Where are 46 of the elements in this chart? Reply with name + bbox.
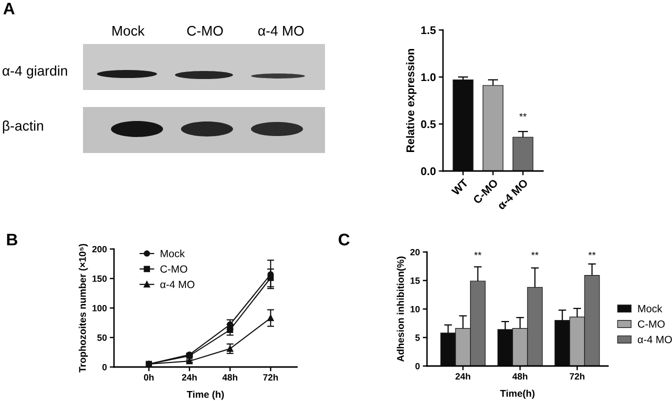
y-axis-title: Trophozoites number (×10⁵) [78, 244, 88, 372]
chart-title: B [7, 234, 18, 246]
y-tick-label: 0 [102, 364, 107, 370]
annotation: ** [474, 252, 482, 256]
x-tick-label: 0h [144, 374, 154, 381]
y-tick-label: 100 [92, 304, 107, 312]
x-tick-label: 48h [512, 372, 528, 380]
x-axis-title: Time (h) [186, 390, 224, 400]
y-tick-label: 1.5 [421, 26, 436, 34]
x-tick-label: α-4 MO [496, 178, 528, 210]
legend-label: C-MO [638, 320, 665, 328]
y-axis-title: Adhesion inhibition(%) [396, 256, 406, 362]
y-axis-title: Relative expression [406, 49, 416, 152]
x-tick-label: 24h [456, 372, 470, 380]
annotation: ** [588, 252, 596, 256]
y-tick-label: 5 [415, 334, 420, 341]
y-tick-label: 0.0 [421, 167, 436, 176]
legend-label: α-4 MO [160, 280, 194, 288]
text: β-actin [2, 120, 44, 134]
x-tick-label: 24h [182, 374, 197, 380]
y-tick-label: 200 [92, 246, 107, 252]
text: α-4 giardin [2, 66, 68, 78]
x-tick-label: 48h [222, 374, 238, 381]
y-tick-label: 50 [97, 334, 107, 341]
chart-title: C [338, 234, 350, 246]
text: Mock [112, 26, 145, 36]
y-tick-label: 20 [410, 248, 420, 256]
y-tick-label: 150 [92, 275, 107, 282]
annotation: ** [531, 252, 539, 256]
y-tick-label: 0 [415, 362, 420, 370]
text: C-MO [187, 26, 223, 36]
y-tick-label: 1.0 [421, 73, 436, 82]
x-tick-label: 72h [570, 372, 584, 380]
x-tick-label: WT [451, 178, 469, 196]
annotation: ** [519, 113, 527, 117]
text: α-4 MO [258, 26, 304, 36]
y-tick-label: 0.5 [421, 120, 436, 128]
legend-label: α-4 MO [638, 336, 672, 344]
legend-label: Mock [160, 250, 185, 258]
text: A [3, 2, 15, 14]
legend-label: C-MO [160, 265, 188, 273]
x-axis-title: Time(h) [500, 390, 534, 399]
y-tick-label: 15 [410, 278, 420, 284]
legend-label: Mock [638, 304, 662, 312]
x-tick-label: 72h [263, 374, 278, 380]
y-tick-label: 10 [410, 306, 420, 312]
